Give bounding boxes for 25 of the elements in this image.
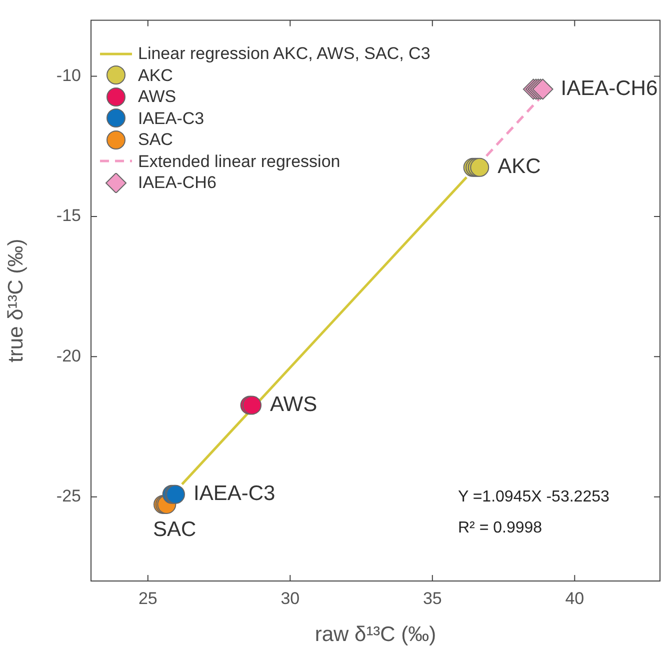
x-tick-label: 25 [138, 588, 158, 608]
annotation: R² = 0.9998 [458, 519, 542, 536]
annotation: IAEA-CH6 [560, 76, 658, 100]
annotation: IAEA-C3 [193, 482, 276, 506]
x-axis-title: raw δ¹³C (‰) [314, 623, 436, 646]
y-tick-label: -15 [56, 206, 81, 226]
annotation: AWS [270, 392, 318, 416]
annotation: SAC [152, 518, 196, 542]
x-tick-label: 35 [422, 588, 442, 608]
legend-label: Extended linear regression [138, 150, 340, 172]
point [242, 396, 262, 415]
y-axis-title: true δ¹³C (‰) [4, 238, 28, 362]
annotation: Y =1.0945X -53.2253 [458, 488, 610, 506]
legend-label: Linear regression AKC, AWS, SAC, C3 [138, 43, 430, 64]
legend-label: AKC [138, 64, 173, 86]
x-tick-label: 40 [565, 588, 584, 608]
legend-label: IAEA-C3 [138, 108, 204, 129]
legend-label: IAEA-CH6 [138, 172, 216, 194]
legend-label: AWS [138, 86, 176, 108]
annotation: AKC [498, 155, 541, 178]
y-tick-label: -25 [56, 486, 81, 506]
y-tick-label: -10 [56, 66, 81, 85]
y-tick-label: -20 [56, 346, 81, 366]
legend-label: SAC [138, 129, 173, 150]
x-tick-label: 30 [280, 588, 300, 608]
